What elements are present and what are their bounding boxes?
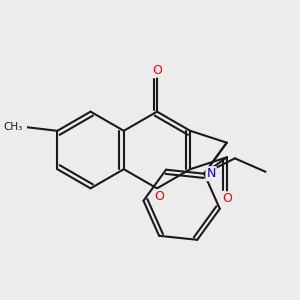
Text: CH₃: CH₃: [4, 122, 23, 132]
Text: O: O: [222, 192, 232, 205]
Text: O: O: [152, 64, 162, 77]
Text: O: O: [154, 190, 164, 203]
Text: N: N: [206, 167, 216, 180]
